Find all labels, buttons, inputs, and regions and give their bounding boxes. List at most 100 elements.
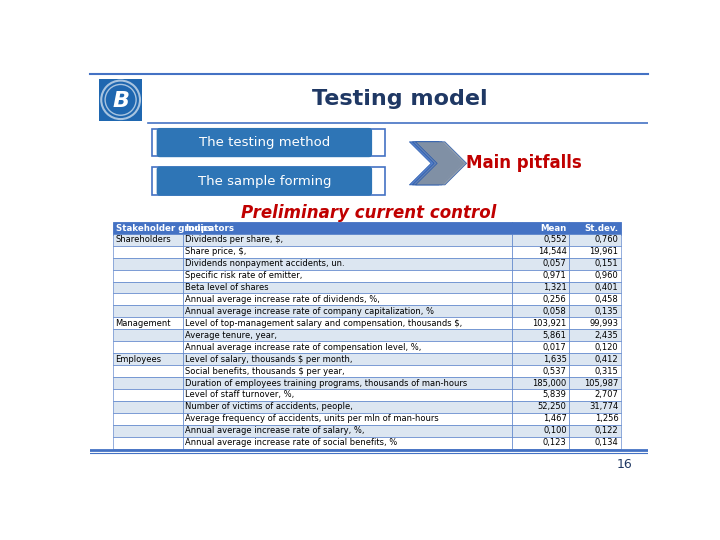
FancyBboxPatch shape bbox=[513, 294, 569, 306]
FancyBboxPatch shape bbox=[513, 413, 569, 425]
Text: 1,256: 1,256 bbox=[595, 414, 618, 423]
FancyBboxPatch shape bbox=[513, 269, 569, 281]
FancyBboxPatch shape bbox=[113, 281, 183, 294]
Text: 0,315: 0,315 bbox=[595, 367, 618, 375]
FancyBboxPatch shape bbox=[183, 234, 513, 246]
FancyBboxPatch shape bbox=[113, 258, 183, 269]
FancyBboxPatch shape bbox=[113, 365, 183, 377]
FancyBboxPatch shape bbox=[183, 377, 513, 389]
FancyBboxPatch shape bbox=[513, 329, 569, 341]
Text: Annual average increase rate of compensation level, %,: Annual average increase rate of compensa… bbox=[185, 343, 422, 352]
FancyBboxPatch shape bbox=[113, 269, 183, 281]
Text: 0,552: 0,552 bbox=[543, 235, 567, 244]
Text: Level of salary, thousands $ per month,: Level of salary, thousands $ per month, bbox=[185, 355, 353, 363]
Text: 0,120: 0,120 bbox=[595, 343, 618, 352]
FancyBboxPatch shape bbox=[569, 222, 621, 234]
Text: Preliminary current control: Preliminary current control bbox=[241, 204, 497, 221]
Text: Dividends per share, $,: Dividends per share, $, bbox=[185, 235, 284, 244]
FancyBboxPatch shape bbox=[183, 281, 513, 294]
Text: The sample forming: The sample forming bbox=[197, 174, 331, 187]
Text: 0,401: 0,401 bbox=[595, 283, 618, 292]
Text: 0,135: 0,135 bbox=[595, 307, 618, 316]
Text: 2,707: 2,707 bbox=[595, 390, 618, 400]
Text: 0,971: 0,971 bbox=[543, 271, 567, 280]
FancyBboxPatch shape bbox=[569, 318, 621, 329]
Text: 0,151: 0,151 bbox=[595, 259, 618, 268]
FancyBboxPatch shape bbox=[183, 258, 513, 269]
Text: Employees: Employees bbox=[116, 355, 162, 363]
FancyBboxPatch shape bbox=[513, 222, 569, 234]
Text: 0,537: 0,537 bbox=[543, 367, 567, 375]
FancyBboxPatch shape bbox=[113, 234, 183, 246]
Text: 99,993: 99,993 bbox=[590, 319, 618, 328]
Text: 16: 16 bbox=[617, 457, 632, 470]
FancyBboxPatch shape bbox=[569, 353, 621, 365]
FancyBboxPatch shape bbox=[113, 389, 183, 401]
Text: 103,921: 103,921 bbox=[532, 319, 567, 328]
FancyBboxPatch shape bbox=[513, 281, 569, 294]
FancyBboxPatch shape bbox=[513, 234, 569, 246]
FancyBboxPatch shape bbox=[569, 413, 621, 425]
FancyBboxPatch shape bbox=[513, 401, 569, 413]
Text: Social benefits, thousands $ per year,: Social benefits, thousands $ per year, bbox=[185, 367, 345, 375]
FancyBboxPatch shape bbox=[183, 246, 513, 258]
Text: 14,544: 14,544 bbox=[538, 247, 567, 256]
FancyBboxPatch shape bbox=[569, 341, 621, 353]
Text: Duration of employees training programs, thousands of man-hours: Duration of employees training programs,… bbox=[185, 379, 467, 388]
Text: Annual average increase rate of company capitalization, %: Annual average increase rate of company … bbox=[185, 307, 434, 316]
Text: Share price, $,: Share price, $, bbox=[185, 247, 247, 256]
FancyBboxPatch shape bbox=[513, 425, 569, 437]
Text: Annual average increase rate of salary, %,: Annual average increase rate of salary, … bbox=[185, 426, 365, 435]
FancyBboxPatch shape bbox=[157, 166, 372, 195]
FancyBboxPatch shape bbox=[183, 353, 513, 365]
Polygon shape bbox=[415, 142, 467, 185]
Text: 185,000: 185,000 bbox=[532, 379, 567, 388]
Text: Indicators: Indicators bbox=[185, 224, 234, 233]
Text: 0,760: 0,760 bbox=[595, 235, 618, 244]
FancyBboxPatch shape bbox=[113, 341, 183, 353]
Text: 0,100: 0,100 bbox=[543, 426, 567, 435]
Text: 0,017: 0,017 bbox=[543, 343, 567, 352]
FancyBboxPatch shape bbox=[183, 341, 513, 353]
Text: 0,122: 0,122 bbox=[595, 426, 618, 435]
Polygon shape bbox=[409, 142, 461, 185]
Text: Number of victims of accidents, people,: Number of victims of accidents, people, bbox=[185, 402, 354, 411]
Text: Beta level of shares: Beta level of shares bbox=[185, 283, 269, 292]
Text: 31,774: 31,774 bbox=[589, 402, 618, 411]
Text: Specific risk rate of emitter,: Specific risk rate of emitter, bbox=[185, 271, 302, 280]
Text: 19,961: 19,961 bbox=[590, 247, 618, 256]
FancyBboxPatch shape bbox=[152, 167, 384, 195]
FancyBboxPatch shape bbox=[513, 365, 569, 377]
Text: 0,134: 0,134 bbox=[595, 438, 618, 447]
Text: 5,839: 5,839 bbox=[543, 390, 567, 400]
FancyBboxPatch shape bbox=[569, 437, 621, 449]
Text: 2,435: 2,435 bbox=[595, 331, 618, 340]
Text: 0,058: 0,058 bbox=[543, 307, 567, 316]
FancyBboxPatch shape bbox=[569, 389, 621, 401]
FancyBboxPatch shape bbox=[569, 329, 621, 341]
Text: 52,250: 52,250 bbox=[538, 402, 567, 411]
Text: 1,321: 1,321 bbox=[543, 283, 567, 292]
FancyBboxPatch shape bbox=[152, 129, 384, 157]
FancyBboxPatch shape bbox=[569, 269, 621, 281]
Text: 105,987: 105,987 bbox=[584, 379, 618, 388]
FancyBboxPatch shape bbox=[569, 401, 621, 413]
FancyBboxPatch shape bbox=[513, 377, 569, 389]
Text: 5,861: 5,861 bbox=[543, 331, 567, 340]
FancyBboxPatch shape bbox=[183, 401, 513, 413]
FancyBboxPatch shape bbox=[513, 318, 569, 329]
FancyBboxPatch shape bbox=[569, 306, 621, 318]
FancyBboxPatch shape bbox=[569, 246, 621, 258]
FancyBboxPatch shape bbox=[183, 425, 513, 437]
FancyBboxPatch shape bbox=[183, 318, 513, 329]
Text: B: B bbox=[112, 91, 129, 111]
FancyBboxPatch shape bbox=[183, 389, 513, 401]
Text: 1,467: 1,467 bbox=[543, 414, 567, 423]
Text: Management: Management bbox=[116, 319, 171, 328]
Text: Stakeholder groups: Stakeholder groups bbox=[116, 224, 212, 233]
FancyBboxPatch shape bbox=[113, 425, 183, 437]
Text: Level of top-management salary and compensation, thousands $,: Level of top-management salary and compe… bbox=[185, 319, 462, 328]
Text: St.dev.: St.dev. bbox=[585, 224, 618, 233]
FancyBboxPatch shape bbox=[183, 222, 513, 234]
Text: Average frequency of accidents, units per mln of man-hours: Average frequency of accidents, units pe… bbox=[185, 414, 439, 423]
